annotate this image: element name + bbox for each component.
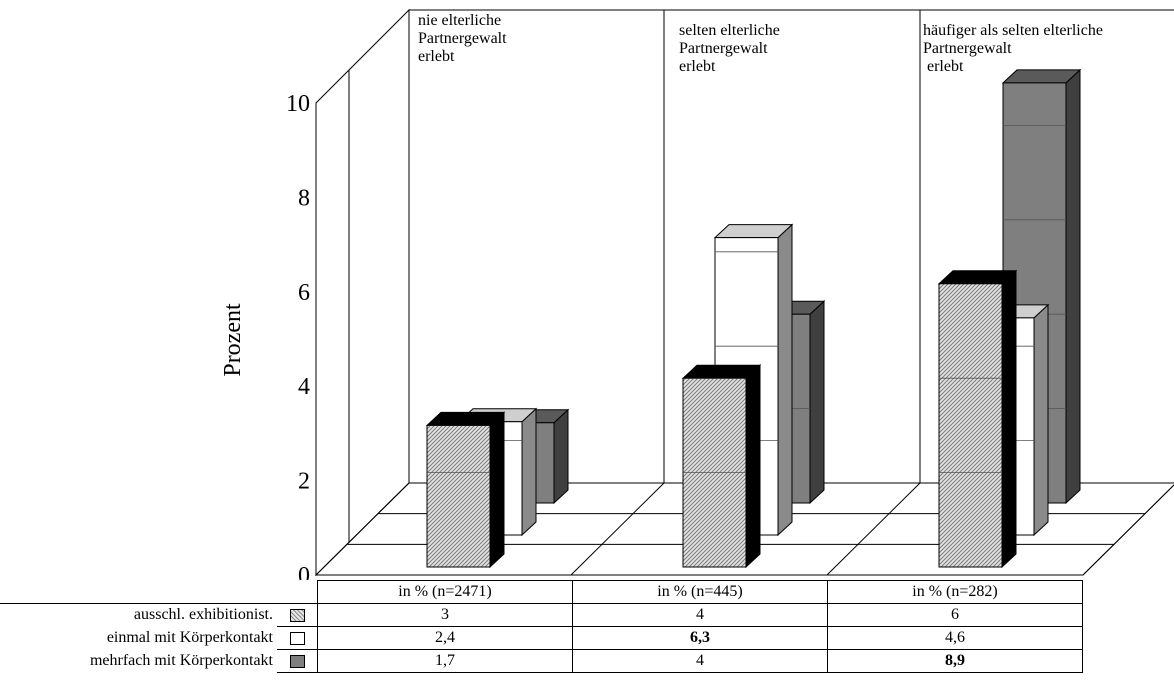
table-row: ausschl. exhibitionist. 3 4 6 bbox=[0, 603, 1083, 627]
data-label: 6 bbox=[951, 606, 959, 623]
data-label: 3 bbox=[441, 606, 449, 623]
data-cell: 6,3 bbox=[572, 626, 828, 650]
data-cell: 4 bbox=[572, 649, 828, 673]
data-label: 4 bbox=[696, 606, 704, 623]
table-row: einmal mit Körperkontakt 2,4 6,3 4,6 bbox=[0, 626, 1083, 650]
floor-line bbox=[1082, 484, 1174, 576]
chart-3d-bar: 0 2 4 6 8 10 Prozent bbox=[220, 8, 1174, 580]
group-label: häufiger als selten elterliche Partnerge… bbox=[923, 22, 1103, 75]
data-cell: 4 bbox=[572, 603, 828, 627]
data-table: in % (n=2471) in % (n=445) in % (n=282) aus… bbox=[0, 580, 1083, 673]
legend-swatch bbox=[289, 654, 305, 668]
series-label: einmal mit Körperkontakt bbox=[106, 629, 273, 646]
bar-1-0 bbox=[681, 364, 762, 569]
legend-swatch bbox=[289, 608, 305, 622]
floor-line bbox=[570, 482, 665, 576]
data-cell: 2,4 bbox=[317, 626, 573, 650]
data-label: 1,7 bbox=[435, 652, 455, 669]
y-axis: 0 2 4 6 8 10 Prozent bbox=[220, 91, 310, 580]
data-cell: 6 bbox=[827, 603, 1083, 627]
data-label: 4,6 bbox=[945, 629, 965, 646]
table-header-row: in % (n=2471) in % (n=445) in % (n=282) bbox=[0, 580, 1083, 604]
y-tick-label: 4 bbox=[298, 374, 310, 400]
group-label: nie elterliche Partnergewalt erlebt bbox=[418, 12, 507, 65]
y-tick-label: 2 bbox=[298, 469, 310, 495]
y-axis-label: Prozent bbox=[220, 303, 246, 377]
bar-0-0 bbox=[425, 411, 506, 569]
y-tick-label: 6 bbox=[298, 280, 310, 306]
series-label: mehrfach mit Körperkontakt bbox=[89, 652, 273, 669]
data-label: 4 bbox=[696, 652, 704, 669]
data-label: 6,3 bbox=[690, 629, 710, 646]
data-label: 8,9 bbox=[945, 652, 965, 669]
y-tick-label: 8 bbox=[298, 185, 310, 211]
series-label: ausschl. exhibitionist. bbox=[133, 606, 273, 624]
category-label: in % (n=2471) bbox=[317, 580, 573, 604]
data-label: 2,4 bbox=[435, 629, 455, 646]
table-row: mehrfach mit Körperkontakt 1,7 4 8,9 bbox=[0, 649, 1083, 673]
y-tick-label: 0 bbox=[298, 563, 310, 580]
group-label: selten elterliche Partnergewalt erlebt bbox=[679, 22, 780, 75]
y-tick-label: 10 bbox=[286, 91, 310, 117]
legend-swatch bbox=[289, 631, 305, 645]
category-label: in % (n=445) bbox=[572, 580, 828, 604]
data-cell: 4,6 bbox=[827, 626, 1083, 650]
floor-line bbox=[826, 482, 921, 576]
data-cell: 1,7 bbox=[317, 649, 573, 673]
floor-line bbox=[315, 482, 410, 576]
chart-bars bbox=[425, 68, 1082, 569]
data-cell: 8,9 bbox=[827, 649, 1083, 673]
bar-2-0 bbox=[937, 269, 1018, 569]
data-cell: 3 bbox=[317, 603, 573, 627]
side-wall bbox=[315, 8, 410, 577]
category-label: in % (n=282) bbox=[827, 580, 1083, 604]
